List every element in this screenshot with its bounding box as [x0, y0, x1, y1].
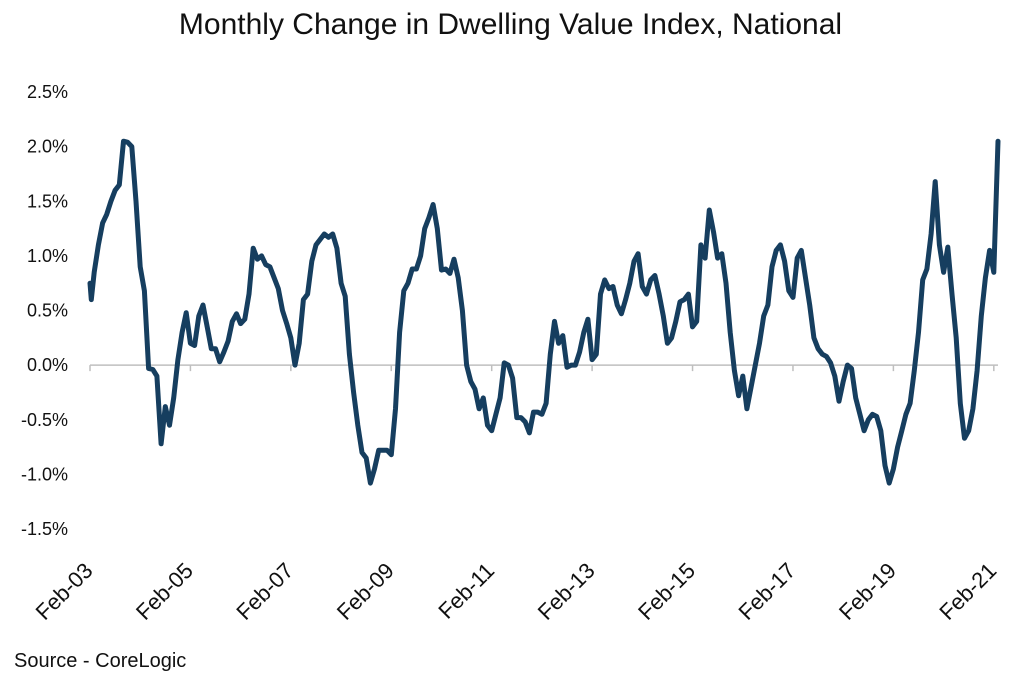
y-axis-ticks: 2.5% 2.0% 1.5% 1.0% 0.5% 0.0% -0.5% -1.0% -1.5%	[21, 82, 68, 539]
y-tick-label: 2.0%	[27, 137, 68, 157]
y-tick-label: 0.0%	[27, 355, 68, 375]
line-chart: 2.5%2.0%1.5%1.0%0.5%0.0%-0.5%-1.0%-1.5% …	[21, 82, 1002, 625]
x-tick-label: Feb-03	[31, 558, 98, 625]
y-tick-label: -0.5%	[21, 410, 68, 430]
y-tick-label: 1.5%	[27, 191, 68, 211]
x-tick-label: Feb-19	[834, 558, 901, 625]
x-tick-label: Feb-21	[934, 558, 1001, 625]
x-axis-tickmarks	[89, 365, 995, 372]
x-tick-label: Feb-07	[231, 558, 298, 625]
y-tick-label: 2.5%	[27, 82, 68, 102]
chart-title: Monthly Change in Dwelling Value Index, …	[178, 8, 843, 41]
x-tick-label: Feb-15	[633, 558, 700, 625]
x-tick-label: Feb-17	[734, 558, 801, 625]
x-tick-label: Feb-13	[533, 558, 600, 625]
y-tick-label: 0.5%	[27, 301, 68, 321]
x-axis-ticks: Feb-03 Feb-05 Feb-07 Feb-09 Feb-11 Feb-13 Feb-…	[31, 558, 1002, 625]
source-note: Source - CoreLogic	[14, 650, 187, 672]
y-tick-label: -1.5%	[21, 519, 68, 539]
y-tick-label: 1.0%	[27, 246, 68, 266]
x-tick-label: Feb-11	[433, 558, 499, 624]
y-tick-label: -1.0%	[21, 464, 68, 484]
series-line	[87, 138, 1001, 486]
x-tick-label: Feb-05	[131, 558, 198, 625]
x-tick-label: Feb-09	[332, 558, 399, 625]
